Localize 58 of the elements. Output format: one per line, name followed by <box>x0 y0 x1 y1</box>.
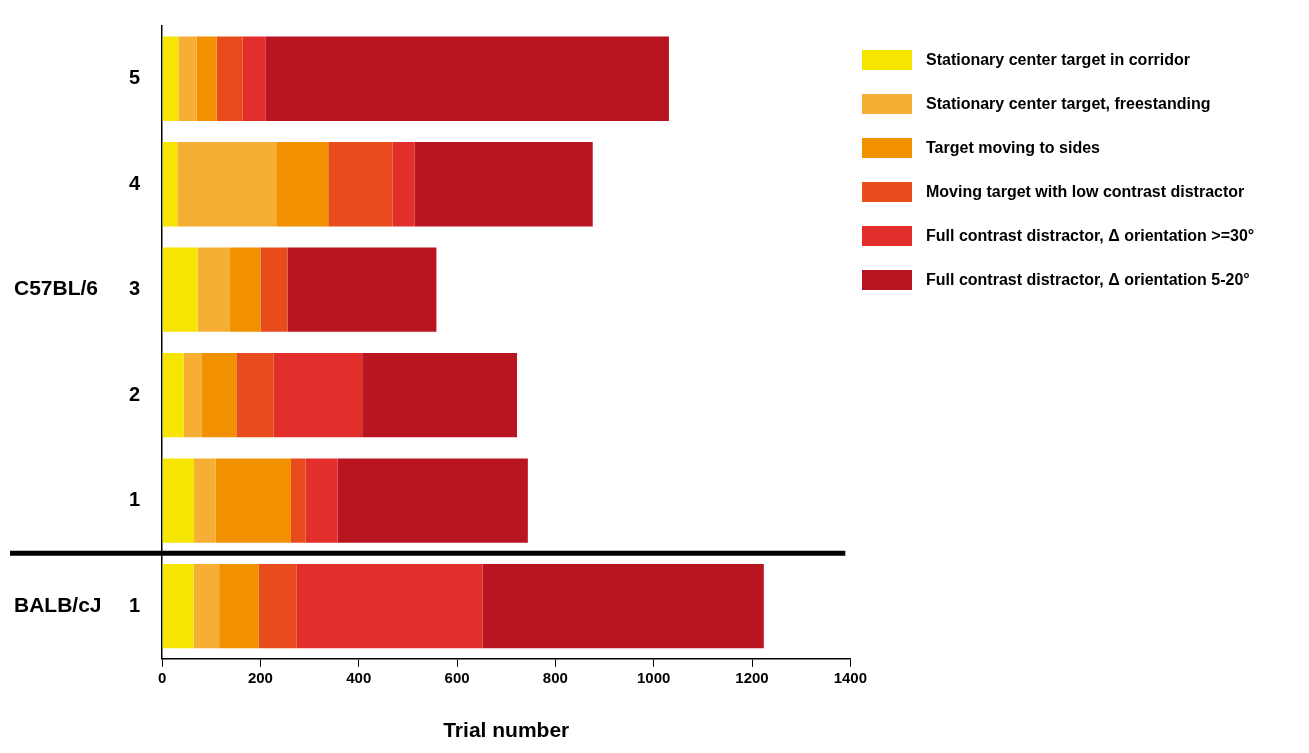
bar <box>276 142 329 227</box>
legend-label: Moving target with low contrast distractor <box>926 183 1245 201</box>
y-tick-label: 2 <box>129 382 141 405</box>
legend-label: Stationary center target, freestanding <box>926 95 1211 113</box>
y-tick-label: 3 <box>129 277 141 300</box>
bar <box>183 352 202 438</box>
bar <box>162 247 198 332</box>
x-tick-label: 1400 <box>833 668 867 686</box>
x-tick-label: 0 <box>157 668 167 686</box>
x-tick-label: 600 <box>444 668 470 686</box>
bar <box>296 563 483 649</box>
bar <box>242 36 266 121</box>
bar <box>258 563 297 649</box>
legend-label: Stationary center target in corridor <box>926 51 1191 69</box>
bar <box>265 36 669 121</box>
bar <box>236 352 274 438</box>
bar <box>229 247 261 332</box>
x-tick-label: 1200 <box>735 668 769 686</box>
bar <box>290 458 306 543</box>
bar <box>215 458 291 543</box>
bar <box>482 563 764 649</box>
legend-label: Full contrast distractor, Δ orientation 5-20° <box>926 271 1250 289</box>
legend-label: Full contrast distractor, Δ orientation >=30° <box>926 227 1255 245</box>
bar <box>216 36 243 121</box>
bar <box>177 142 277 227</box>
y-tick-label: 4 <box>129 171 141 194</box>
bar <box>414 142 593 227</box>
bar <box>362 352 518 438</box>
bar <box>260 247 288 332</box>
bar <box>162 142 178 227</box>
x-tick-label: 200 <box>247 668 273 686</box>
text: C57BL/6 <box>14 276 99 300</box>
bar <box>162 458 195 543</box>
text: BALB/cJ <box>14 592 102 616</box>
x-tick-label: 800 <box>542 668 568 686</box>
y-tick-label: 1 <box>129 593 141 616</box>
bar <box>305 458 338 543</box>
bar <box>162 563 194 649</box>
x-tick-label: 1000 <box>637 668 671 686</box>
bar <box>201 352 237 438</box>
y-tick-label: 5 <box>129 66 141 89</box>
bar <box>197 247 230 332</box>
y-tick-label: 1 <box>129 488 141 511</box>
x-axis-title: Trial number <box>443 718 570 742</box>
bar <box>328 142 393 227</box>
bar <box>162 352 184 438</box>
bar <box>162 36 179 121</box>
bar <box>287 247 437 332</box>
bar <box>193 563 220 649</box>
x-tick-label: 400 <box>346 668 372 686</box>
bar <box>219 563 259 649</box>
bar <box>196 36 217 121</box>
bar <box>337 458 528 543</box>
legend-label: Target moving to sides <box>926 139 1100 157</box>
bar <box>392 142 415 227</box>
bar <box>194 458 216 543</box>
bar <box>178 36 197 121</box>
bar <box>273 352 363 438</box>
